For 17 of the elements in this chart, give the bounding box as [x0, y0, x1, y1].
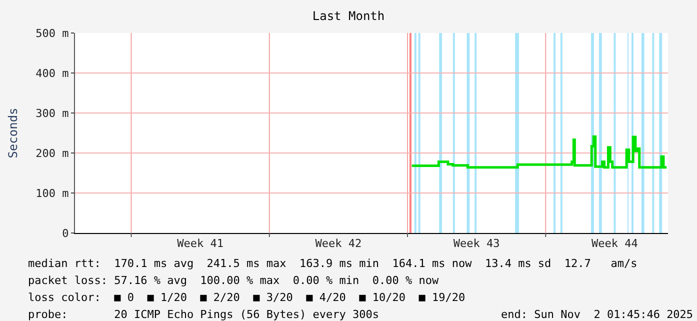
- text: packet loss: 57.16 % avg 100.00 % max 0.00 % min 0.00 % now: [28, 274, 439, 287]
- text: loss color: ■ 0 ■ 1/20 ■ 2/20 ■ 3/20 ■ 4/20 ■ 10/20 ■ 19/20: [28, 291, 466, 304]
- x-tick-label: Week 41: [177, 237, 224, 250]
- text: end: Sun Nov 2 01:45:46 2025: [501, 308, 694, 321]
- x-tick-label: Week 42: [315, 237, 362, 250]
- x-tick-label: Week 44: [592, 237, 638, 250]
- x-tick-label: Week 43: [453, 237, 500, 250]
- y-tick-label: 100 m: [36, 186, 70, 200]
- text: median rtt: 170.1 ms avg 241.5 ms max 163.9 ms min 164.1 ms now 13.4 ms sd 12.7 am/s: [28, 257, 638, 270]
- y-axis-title: Seconds: [6, 108, 20, 158]
- chart-title: Last Month: [312, 9, 385, 24]
- text: probe: 20 ICMP Echo Pings (56 Bytes) every 300s: [28, 308, 379, 321]
- y-tick-label: 200 m: [36, 146, 70, 160]
- y-tick-label: 400 m: [36, 66, 70, 80]
- y-tick-label: 0: [62, 226, 69, 240]
- y-tick-label: 300 m: [36, 106, 70, 120]
- y-tick-label: 500 m: [36, 26, 70, 40]
